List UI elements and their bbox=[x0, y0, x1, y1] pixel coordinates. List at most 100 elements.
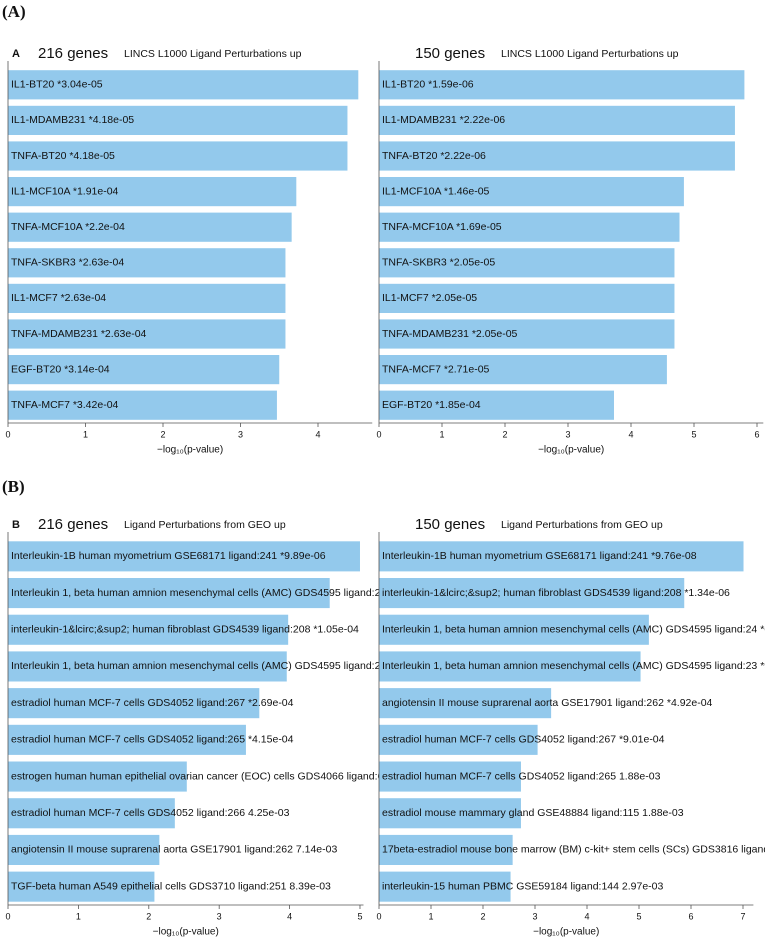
bar bbox=[379, 578, 685, 609]
x-tick-label: 3 bbox=[217, 911, 222, 921]
bar bbox=[379, 798, 521, 829]
panel-letter: A bbox=[12, 48, 20, 60]
chart-subtitle: LINCS L1000 Ligand Perturbations up bbox=[124, 48, 302, 60]
bar-label: TNFA-SKBR3 *2.63e-04 bbox=[11, 257, 124, 269]
x-tick-label: 0 bbox=[5, 429, 10, 439]
chart-title: 150 genes bbox=[415, 45, 485, 62]
bar-label: TNFA-MCF10A *2.2e-04 bbox=[11, 221, 125, 233]
bar-label: IL1-MCF7 *2.05e-05 bbox=[382, 292, 477, 304]
bar bbox=[379, 141, 735, 171]
x-tick-label: 2 bbox=[146, 911, 151, 921]
bar-label: TNFA-MCF7 *3.42e-04 bbox=[11, 399, 119, 411]
bar bbox=[379, 248, 675, 278]
bar-label: EGF-BT20 *1.85e-04 bbox=[382, 399, 481, 411]
panel-label: (B) bbox=[2, 477, 25, 496]
bar bbox=[8, 614, 289, 645]
bar-label: IL1-MCF7 *2.63e-04 bbox=[11, 292, 106, 304]
x-tick-label: 2 bbox=[160, 429, 165, 439]
bar-label: Interleukin 1, beta human amnion mesench… bbox=[382, 624, 765, 636]
x-tick-label: 4 bbox=[584, 911, 589, 921]
bar bbox=[379, 871, 511, 902]
bar bbox=[379, 541, 744, 572]
bar-label: TNFA-MDAMB231 *2.63e-04 bbox=[11, 328, 147, 340]
bar-label: TGF-beta human A549 epithelial cells GDS… bbox=[11, 880, 331, 892]
chart-subtitle: Ligand Perturbations from GEO up bbox=[124, 519, 286, 531]
bar-label: estradiol human MCF-7 cells GDS4052 liga… bbox=[11, 807, 290, 819]
x-tick-label: 3 bbox=[238, 429, 243, 439]
bar-label: TNFA-MCF7 *2.71e-05 bbox=[382, 363, 490, 375]
bar bbox=[8, 177, 297, 207]
bar-label: interleukin-1&lcirc;&sup2; human fibrobl… bbox=[11, 624, 359, 636]
bar bbox=[8, 871, 155, 902]
x-tick-label: 3 bbox=[532, 911, 537, 921]
bar-label: TNFA-BT20 *4.18e-05 bbox=[11, 150, 115, 162]
bar-label: TNFA-MCF10A *1.69e-05 bbox=[382, 221, 502, 233]
bar bbox=[8, 798, 175, 829]
bar bbox=[379, 390, 614, 420]
bar-label: IL1-BT20 *1.59e-06 bbox=[382, 79, 474, 91]
bar bbox=[8, 212, 292, 242]
x-tick-label: 7 bbox=[740, 911, 745, 921]
x-axis-label: −log₁₀(p-value) bbox=[157, 445, 223, 456]
x-tick-label: 6 bbox=[688, 911, 693, 921]
x-tick-label: 4 bbox=[628, 429, 633, 439]
bar bbox=[8, 248, 286, 278]
bar-label: interleukin-15 human PBMC GSE59184 ligan… bbox=[382, 880, 664, 892]
bar-label: IL1-MCF10A *1.46e-05 bbox=[382, 185, 490, 197]
bar bbox=[379, 70, 745, 100]
bar-label: EGF-BT20 *3.14e-04 bbox=[11, 363, 110, 375]
bar bbox=[379, 688, 552, 719]
bar bbox=[8, 141, 348, 171]
chart-title: 216 genes bbox=[38, 45, 108, 62]
x-tick-label: 5 bbox=[357, 911, 362, 921]
bar-label: TNFA-BT20 *2.22e-06 bbox=[382, 150, 486, 162]
bar bbox=[379, 105, 735, 135]
bar-label: TNFA-SKBR3 *2.05e-05 bbox=[382, 257, 495, 269]
bar-label: angiotensin II mouse suprarenal aorta GS… bbox=[11, 844, 337, 856]
bar-label: interleukin-1&lcirc;&sup2; human fibrobl… bbox=[382, 587, 730, 599]
bar-label: angiotensin II mouse suprarenal aorta GS… bbox=[382, 697, 713, 709]
bar-label: estradiol human MCF-7 cells GDS4052 liga… bbox=[11, 734, 294, 746]
bar bbox=[379, 834, 513, 865]
bar bbox=[8, 578, 330, 609]
bar-label: IL1-MCF10A *1.91e-04 bbox=[11, 185, 119, 197]
bar bbox=[8, 761, 187, 792]
chart-title: 216 genes bbox=[38, 516, 108, 533]
bar bbox=[8, 834, 160, 865]
bar bbox=[379, 355, 667, 385]
chart-subtitle: Ligand Perturbations from GEO up bbox=[501, 519, 663, 531]
x-tick-label: 4 bbox=[287, 911, 292, 921]
bar-label: estradiol mouse mammary gland GSE48884 l… bbox=[382, 807, 684, 819]
bar bbox=[379, 212, 680, 242]
x-axis-label: −log₁₀(p-value) bbox=[533, 927, 599, 938]
x-tick-label: 1 bbox=[439, 429, 444, 439]
x-axis-label: −log₁₀(p-value) bbox=[538, 445, 604, 456]
bar-label: estradiol human MCF-7 cells GDS4052 liga… bbox=[382, 734, 665, 746]
bar-label: IL1-BT20 *3.04e-05 bbox=[11, 79, 103, 91]
x-tick-label: 5 bbox=[636, 911, 641, 921]
bar-label: estradiol human MCF-7 cells GDS4052 liga… bbox=[11, 697, 294, 709]
chart-title: 150 genes bbox=[415, 516, 485, 533]
bar bbox=[8, 105, 348, 135]
x-tick-label: 1 bbox=[428, 911, 433, 921]
x-axis-label: −log₁₀(p-value) bbox=[153, 927, 219, 938]
bar bbox=[379, 614, 649, 645]
bar bbox=[379, 177, 684, 207]
bar-label: Interleukin-1B human myometrium GSE68171… bbox=[11, 550, 326, 562]
bar-label: Interleukin 1, beta human amnion mesench… bbox=[11, 587, 435, 599]
x-tick-label: 4 bbox=[315, 429, 320, 439]
bar bbox=[8, 355, 280, 385]
panel-letter: B bbox=[12, 519, 20, 531]
bar bbox=[8, 688, 260, 719]
chart-subtitle: LINCS L1000 Ligand Perturbations up bbox=[501, 48, 679, 60]
x-tick-label: 1 bbox=[76, 911, 81, 921]
x-tick-label: 6 bbox=[754, 429, 759, 439]
bar bbox=[8, 541, 360, 572]
x-tick-label: 0 bbox=[5, 911, 10, 921]
bar bbox=[379, 651, 641, 682]
bar bbox=[379, 724, 538, 755]
x-tick-label: 3 bbox=[565, 429, 570, 439]
bar-label: Interleukin 1, beta human amnion mesench… bbox=[11, 660, 435, 672]
bar-label: TNFA-MDAMB231 *2.05e-05 bbox=[382, 328, 518, 340]
